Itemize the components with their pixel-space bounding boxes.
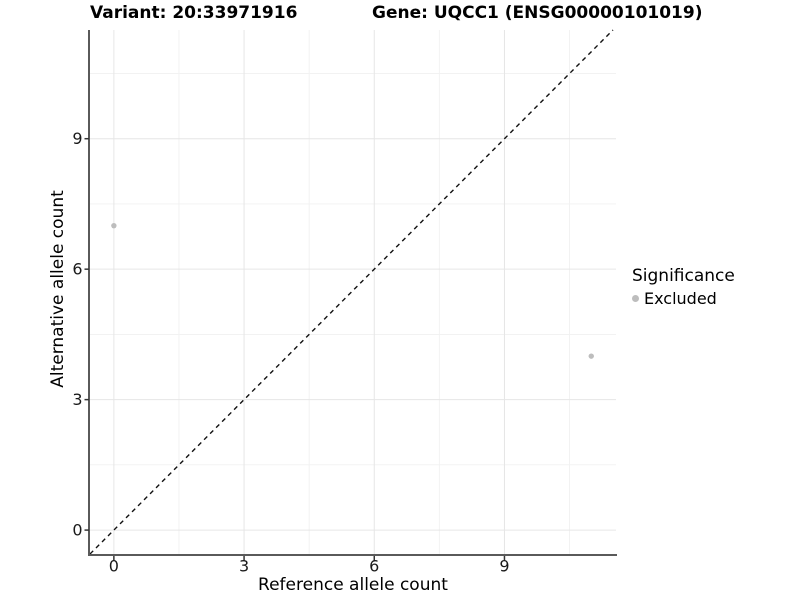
x-tick-label: 9 — [499, 557, 509, 576]
legend-item-excluded: Excluded — [632, 289, 735, 308]
legend: Significance Excluded — [632, 266, 735, 308]
x-tick-label: 0 — [109, 557, 119, 576]
plot-title-variant: Variant: 20:33971916 — [90, 3, 298, 23]
x-axis-title: Reference allele count — [258, 575, 448, 595]
y-tick-label: 0 — [72, 521, 82, 540]
data-point — [588, 353, 594, 359]
y-tick-label: 9 — [72, 129, 82, 148]
y-axis-title: Alternative allele count — [48, 190, 68, 388]
legend-title: Significance — [632, 266, 735, 286]
data-point — [111, 222, 117, 229]
x-tick-label: 6 — [369, 557, 379, 576]
x-tick-label: 3 — [239, 557, 249, 576]
plot-title-gene: Gene: UQCC1 (ENSG00000101019) — [372, 3, 703, 23]
y-tick-label: 3 — [72, 390, 82, 409]
legend-point-icon — [632, 295, 639, 303]
legend-item-label: Excluded — [644, 289, 717, 309]
y-tick-label: 6 — [72, 260, 82, 279]
identity-reference-line — [89, 29, 614, 555]
